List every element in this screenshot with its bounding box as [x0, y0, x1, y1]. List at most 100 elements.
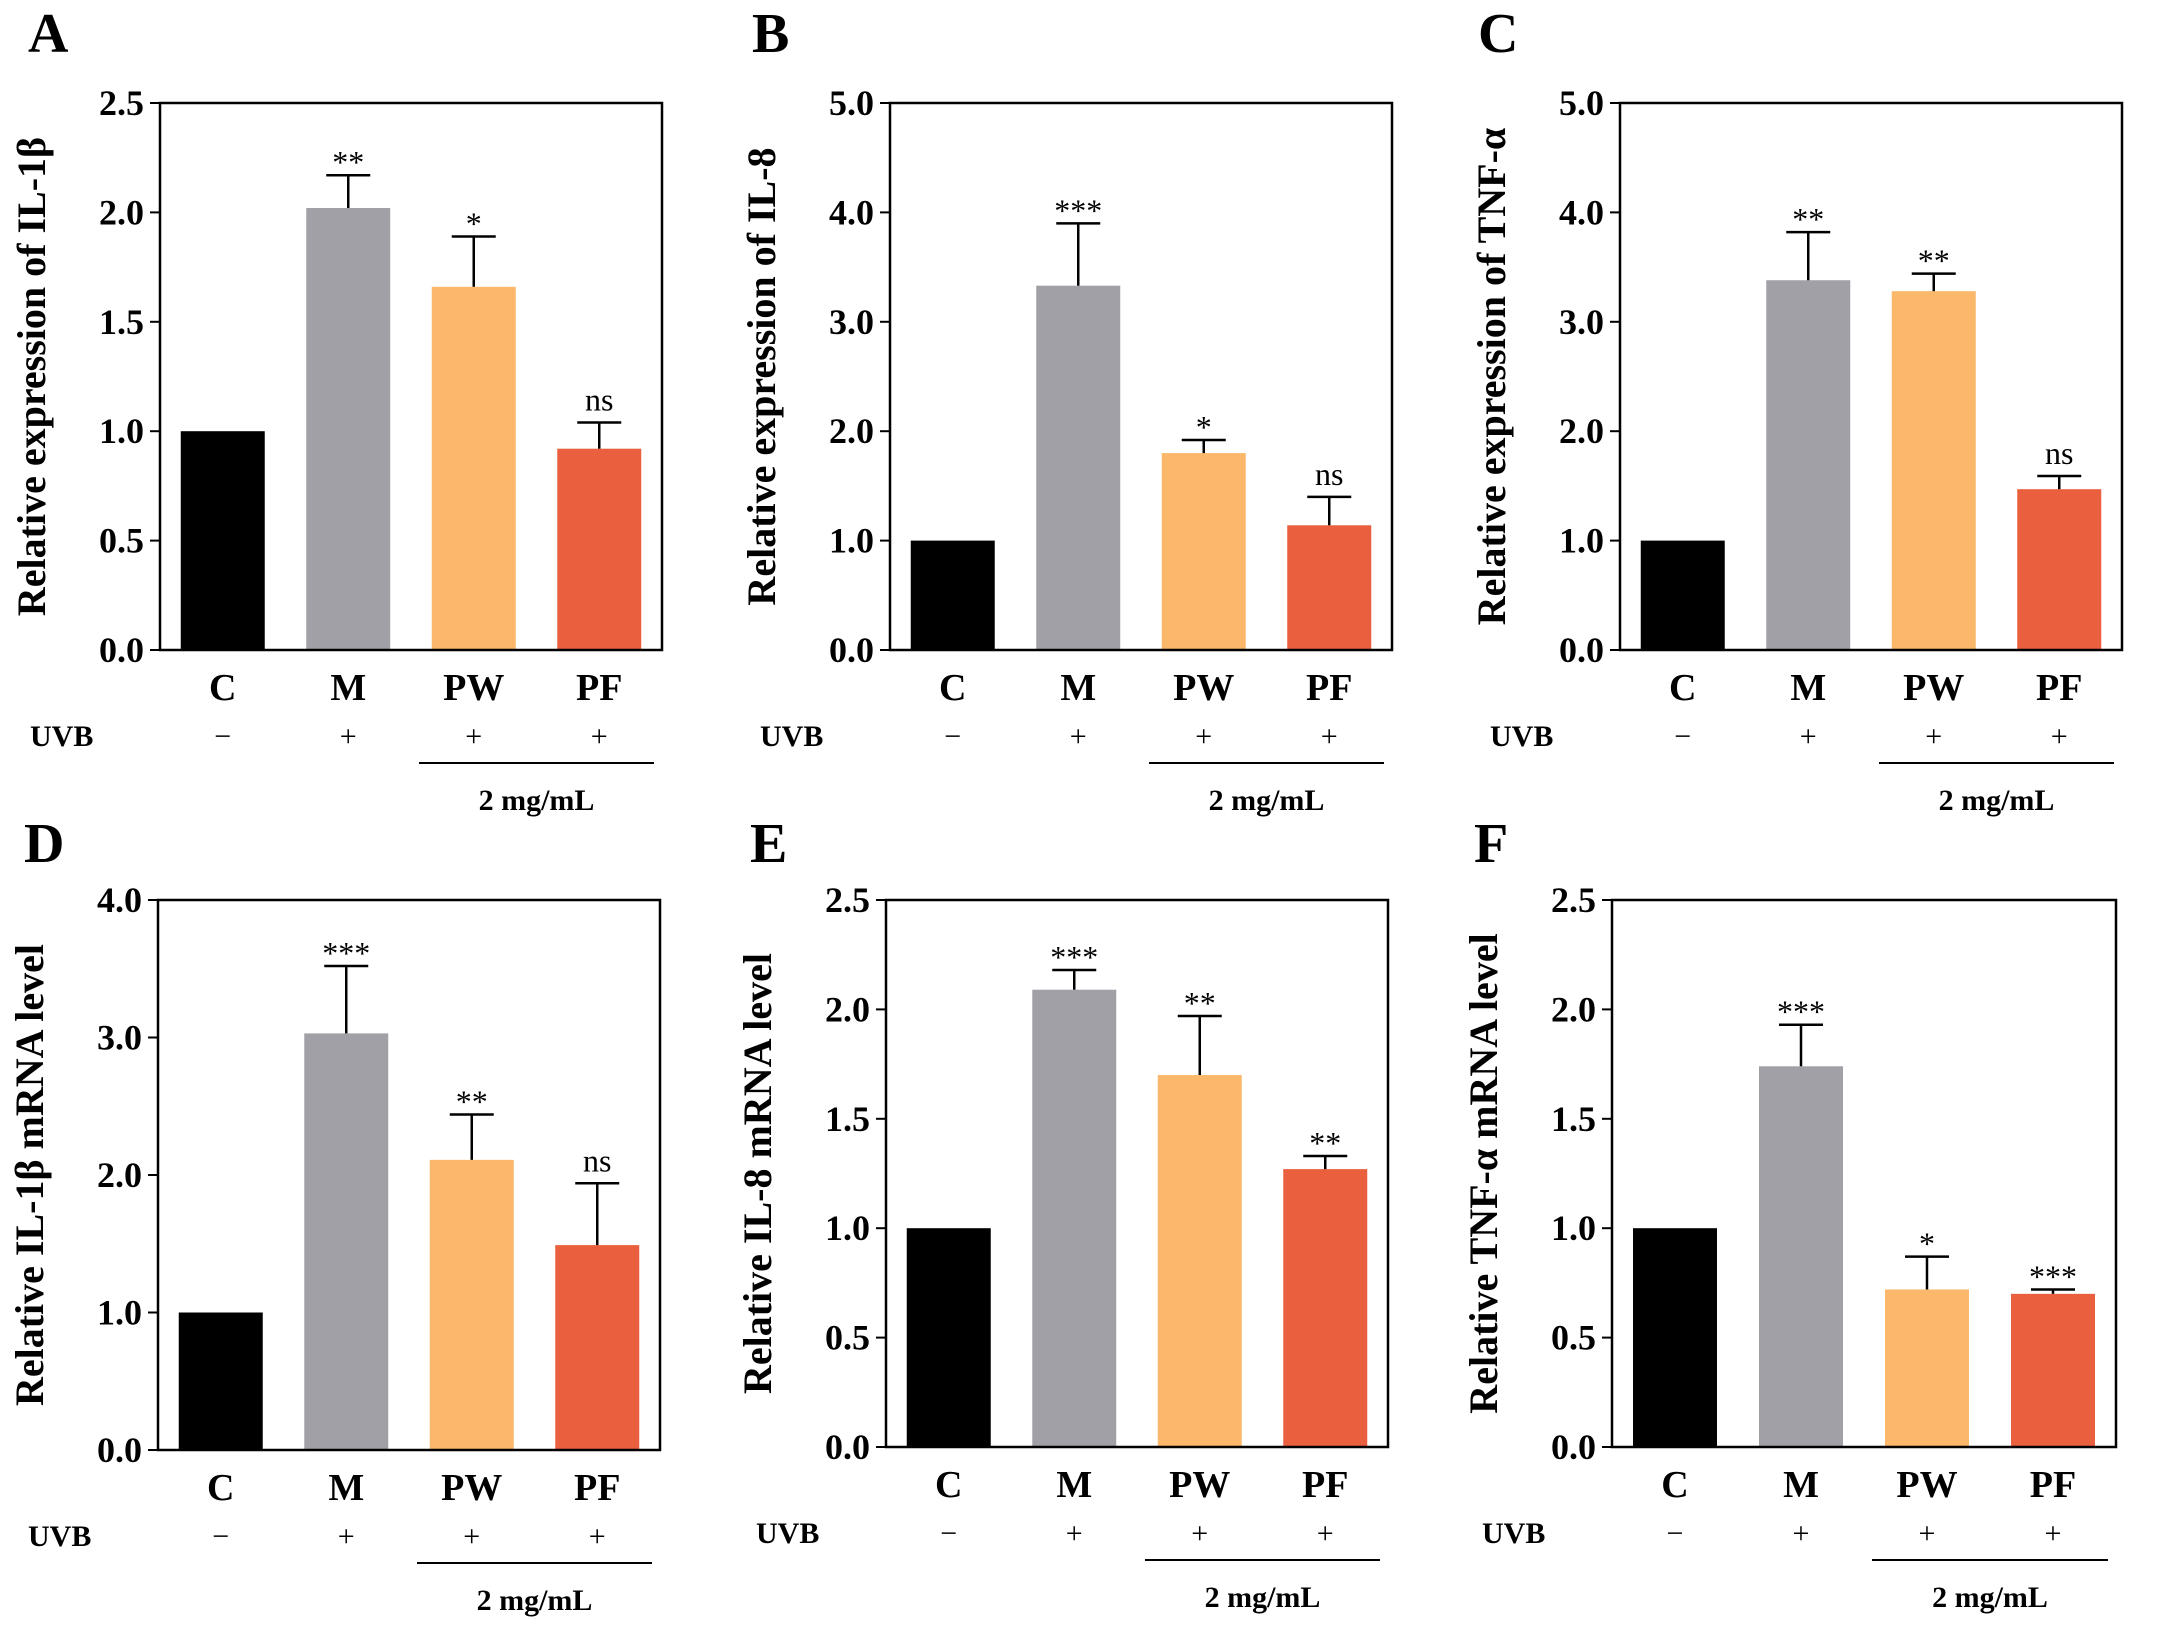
- x-category-label: PW: [441, 1467, 502, 1509]
- bar-c: [1640, 540, 1725, 650]
- plot-frame: [1618, 101, 2124, 652]
- significance-label: **: [456, 1084, 488, 1120]
- x-category-label: C: [207, 1467, 234, 1509]
- panel-letter: E: [750, 813, 787, 875]
- y-tick-label: 4.0: [829, 192, 874, 232]
- bar-m: [1032, 989, 1117, 1447]
- x-category-label: PF: [1302, 1464, 1348, 1506]
- dose-label: 2 mg/mL: [1209, 784, 1325, 817]
- significance-label: ns: [585, 381, 613, 417]
- uvb-sign: +: [1317, 1517, 1334, 1550]
- significance-label: ***: [1054, 192, 1102, 228]
- x-category-label: PW: [1903, 667, 1964, 709]
- dose-label: 2 mg/mL: [1205, 1581, 1321, 1614]
- x-category-label: PW: [1173, 667, 1234, 709]
- y-tick-label: 2.0: [97, 1155, 142, 1195]
- y-tick-label: 1.0: [825, 1208, 870, 1248]
- bar-pf: [1287, 525, 1372, 650]
- bar-pw: [1157, 1075, 1242, 1447]
- y-tick-label: 1.0: [1551, 1208, 1596, 1248]
- panel-letter: F: [1474, 813, 1508, 875]
- uvb-sign: −: [214, 720, 231, 753]
- x-category-label: M: [1060, 667, 1096, 709]
- y-tick-label: 2.0: [99, 192, 144, 232]
- y-tick-label: 2.5: [99, 83, 144, 123]
- bar-m: [306, 208, 391, 651]
- plot-frame: [158, 101, 664, 652]
- x-category-label: PF: [574, 1467, 620, 1509]
- significance-label: ***: [1777, 994, 1825, 1030]
- uvb-sign: −: [1674, 720, 1691, 753]
- plot-frame: [156, 898, 662, 1452]
- uvb-sign: +: [2051, 720, 2068, 753]
- y-tick-label: 2.0: [825, 989, 870, 1029]
- uvb-sign: −: [944, 720, 961, 753]
- y-tick-label: 0.5: [825, 1318, 870, 1358]
- y-tick-label: 0.0: [97, 1430, 142, 1470]
- uvb-sign: +: [1191, 1517, 1208, 1550]
- significance-label: *: [1196, 409, 1212, 445]
- panel-letter: A: [28, 3, 69, 65]
- significance-label: **: [1792, 201, 1824, 237]
- y-tick-label: 4.0: [97, 880, 142, 920]
- uvb-sign: +: [1919, 1517, 1936, 1550]
- uvb-sign: +: [340, 720, 357, 753]
- y-tick-label: 1.5: [99, 302, 144, 342]
- bar-pf: [2017, 489, 2102, 650]
- panel-e: E Relative IL-8 mRNA level 0.0 0.5 1.0 1.5 2.0…: [735, 813, 1390, 1614]
- bar-pw: [1891, 291, 1976, 650]
- y-axis-label: Relative TNF-α mRNA level: [1461, 933, 1506, 1413]
- y-tick-label: 0.0: [829, 630, 874, 670]
- y-tick-label: 5.0: [1559, 83, 1604, 123]
- bar-c: [178, 1312, 263, 1450]
- panel-a: A Relative expression of IL-1β 0.0 0.5 1.0 1.…: [9, 3, 664, 817]
- y-tick-label: 1.5: [1551, 1099, 1596, 1139]
- panel-f: F Relative TNF-α mRNA level 0.0 0.5 1.0 1.5 2.…: [1461, 813, 2118, 1614]
- y-axis-label: Relative IL-1β mRNA level: [7, 944, 52, 1406]
- x-category-label: M: [1783, 1464, 1819, 1506]
- x-category-label: C: [935, 1464, 962, 1506]
- uvb-sign: +: [1321, 720, 1338, 753]
- uvb-sign: +: [463, 1520, 480, 1553]
- y-tick-label: 2.0: [1559, 411, 1604, 451]
- significance-label: **: [1184, 985, 1216, 1021]
- plot-frame: [888, 101, 1394, 652]
- bar-pw: [1161, 453, 1246, 650]
- uvb-sign: +: [1793, 1517, 1810, 1550]
- dose-label: 2 mg/mL: [1932, 1581, 2048, 1614]
- significance-label: *: [466, 205, 482, 241]
- significance-label: ***: [1050, 939, 1098, 975]
- bar-m: [1036, 285, 1121, 650]
- significance-label: ns: [1315, 456, 1343, 492]
- uvb-sign: +: [1195, 720, 1212, 753]
- y-tick-label: 3.0: [829, 302, 874, 342]
- dose-label: 2 mg/mL: [479, 784, 595, 817]
- x-category-label: PW: [1169, 1464, 1230, 1506]
- uvb-label: UVB: [28, 1520, 91, 1553]
- x-category-label: PF: [576, 667, 622, 709]
- bar-m: [1766, 280, 1851, 650]
- y-tick-label: 0.0: [1559, 630, 1604, 670]
- x-category-label: M: [1056, 1464, 1092, 1506]
- uvb-sign: +: [2045, 1517, 2062, 1550]
- y-tick-label: 0.0: [99, 630, 144, 670]
- bar-m: [304, 1033, 389, 1450]
- y-tick-label: 0.0: [1551, 1427, 1596, 1467]
- bar-pw: [1885, 1289, 1969, 1447]
- y-tick-label: 5.0: [829, 83, 874, 123]
- uvb-sign: +: [1925, 720, 1942, 753]
- y-tick-label: 2.5: [825, 880, 870, 920]
- y-tick-label: 2.5: [1551, 880, 1596, 920]
- x-category-label: PF: [1306, 667, 1352, 709]
- y-tick-label: 1.5: [825, 1099, 870, 1139]
- x-category-label: PF: [2036, 667, 2082, 709]
- panel-letter: D: [24, 813, 64, 875]
- uvb-label: UVB: [760, 720, 823, 753]
- uvb-sign: +: [1800, 720, 1817, 753]
- y-tick-label: 2.0: [1551, 989, 1596, 1029]
- uvb-sign: +: [1070, 720, 1087, 753]
- x-category-label: C: [1669, 667, 1696, 709]
- y-tick-label: 0.5: [99, 521, 144, 561]
- bar-pw: [429, 1159, 514, 1450]
